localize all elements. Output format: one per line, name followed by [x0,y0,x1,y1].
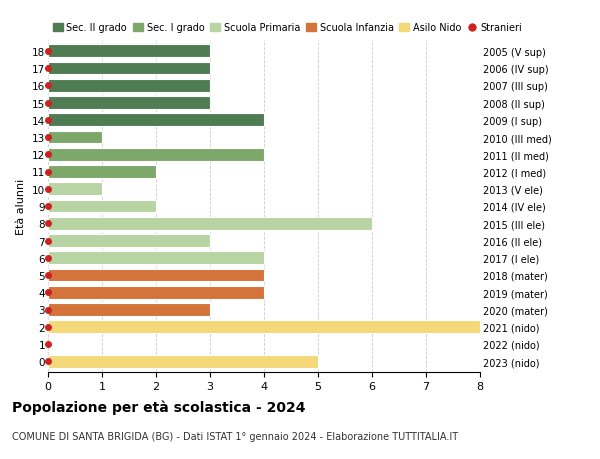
Bar [48,62,210,75]
Bar [48,252,264,265]
Bar [48,286,264,299]
Text: COMUNE DI SANTA BRIGIDA (BG) - Dati ISTAT 1° gennaio 2024 - Elaborazione TUTTITA: COMUNE DI SANTA BRIGIDA (BG) - Dati ISTA… [12,431,458,442]
Text: Popolazione per età scolastica - 2024: Popolazione per età scolastica - 2024 [12,399,305,414]
Bar [48,355,318,368]
Bar [48,79,210,93]
Bar [48,131,102,144]
Bar [48,166,156,179]
Y-axis label: Età alunni: Età alunni [16,179,26,235]
Bar [48,200,156,213]
Legend: Sec. II grado, Sec. I grado, Scuola Primaria, Scuola Infanzia, Asilo Nido, Stran: Sec. II grado, Sec. I grado, Scuola Prim… [53,23,523,33]
Bar [48,235,210,247]
Bar [48,217,372,230]
Bar [48,97,210,110]
Bar [48,114,264,127]
Bar [48,269,264,282]
Bar [48,303,210,316]
Bar [48,148,264,162]
Bar [48,45,210,58]
Bar [48,183,102,196]
Bar [48,320,480,334]
